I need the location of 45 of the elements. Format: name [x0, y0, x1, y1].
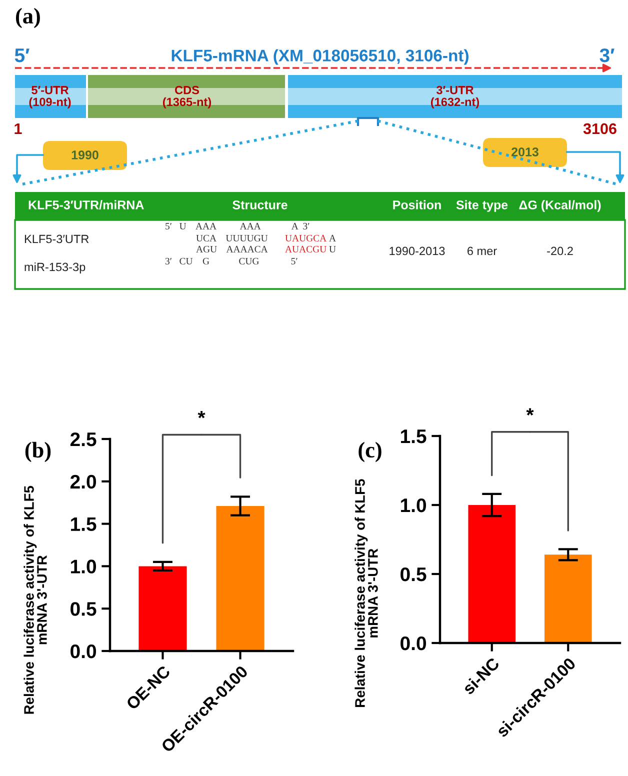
text: *	[198, 410, 206, 418]
text: UAUGCA	[285, 234, 327, 242]
text: 2013	[512, 148, 538, 156]
text: Position	[393, 200, 441, 210]
text: 3′-UTR (1632-nt)	[430, 86, 480, 108]
text: *	[526, 408, 534, 416]
text: 3106	[583, 123, 616, 134]
text: 6 mer	[468, 246, 497, 256]
text: KLF5-3′UTR/miRNA	[28, 200, 144, 210]
text: 3′	[600, 48, 614, 62]
y-tick-label: 2.5	[70, 432, 96, 446]
text: 1990	[72, 150, 98, 160]
text: Site type	[456, 200, 508, 212]
text: KLF5-mRNA (XM_018056510, 3106-nt)	[172, 49, 468, 65]
y-tick-label: 1.0	[71, 560, 96, 574]
text: AGU AAAACA	[196, 246, 268, 252]
y-tick-label: 1.5	[401, 430, 426, 444]
text: ΔG (Kcal/mol)	[519, 200, 601, 212]
text: 5′	[14, 48, 30, 62]
text: AUACGU	[285, 246, 326, 252]
y-axis-title: Relative luciferase activity of KLF5 mRNA 3'-UTR	[354, 479, 378, 708]
text: KLF5-3′UTR	[24, 234, 89, 244]
text: (a)	[16, 8, 40, 28]
y-tick-label: 0.0	[400, 636, 426, 650]
text: 1	[14, 123, 22, 134]
text: U	[329, 246, 336, 252]
text: A	[329, 234, 336, 242]
text: 5′ U AAA AAA A 3′	[166, 222, 310, 230]
text: 5′-UTR (109-nt)	[29, 86, 71, 108]
text: 3′ CU G CUG 5′	[165, 258, 298, 264]
text: -20.2	[547, 246, 573, 256]
y-tick-label: 1.0	[401, 498, 426, 512]
text: UCA UUUUGU	[196, 234, 268, 242]
chart-title: (c)	[358, 442, 382, 462]
y-tick-label: 0.5	[70, 602, 96, 616]
text: 1990-2013	[390, 246, 445, 256]
y-axis-title: Relative luciferase activity of KLF5 mRNA 3'-UTR	[24, 486, 47, 714]
chart-title: (b)	[25, 442, 51, 462]
y-tick-label: 0.0	[70, 644, 96, 658]
text: Structure	[232, 200, 288, 210]
text: CDS (1365-nt)	[162, 86, 212, 108]
y-tick-label: 0.5	[400, 567, 426, 582]
text: miR-153-3p	[24, 262, 86, 274]
y-tick-label: 2.0	[70, 474, 96, 489]
y-tick-label: 1.5	[71, 517, 96, 532]
